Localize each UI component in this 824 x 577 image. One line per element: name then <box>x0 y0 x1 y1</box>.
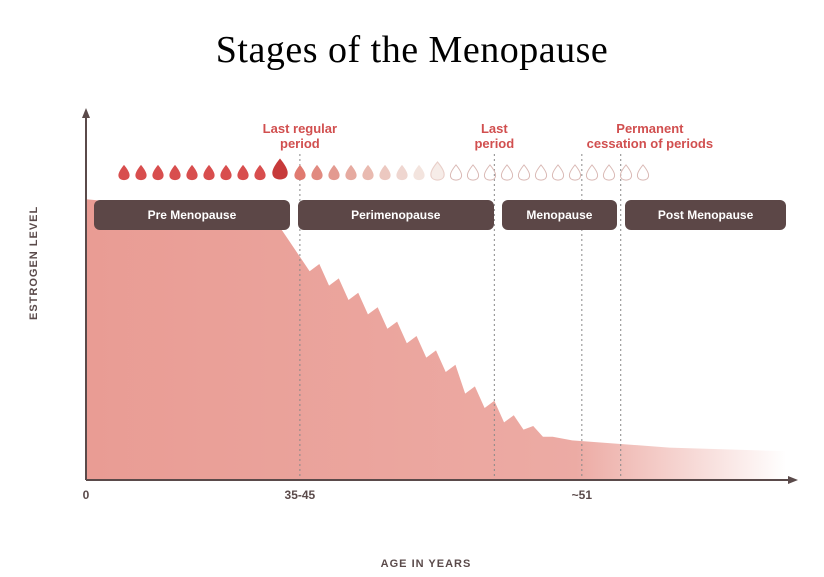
y-axis-label: ESTROGEN LEVEL <box>28 206 40 320</box>
x-tick-label: 35-45 <box>285 488 316 502</box>
period-drop-icon <box>235 163 251 182</box>
period-drop-icon <box>411 163 427 182</box>
period-drop-icon <box>309 163 325 182</box>
period-drop-icon <box>635 163 651 182</box>
page-title: Stages of the Menopause <box>0 0 824 72</box>
stage-badge: Pre Menopause <box>94 200 290 230</box>
x-tick-label: ~51 <box>572 488 592 502</box>
period-drop-icon <box>550 163 566 182</box>
annotation-label: Permanentcessation of periods <box>587 122 713 152</box>
period-drop-icon <box>482 163 498 182</box>
period-drop-icon <box>184 163 200 182</box>
x-tick-label: 0 <box>83 488 90 502</box>
period-drop-icon <box>533 163 549 182</box>
period-drop-icon <box>601 163 617 182</box>
stage-badge: Post Menopause <box>625 200 786 230</box>
period-drop-icon <box>292 163 308 182</box>
period-drop-icon <box>360 163 376 182</box>
period-drop-icon <box>343 163 359 182</box>
x-axis-label: AGE IN YEARS <box>56 558 796 570</box>
period-drop-icon <box>499 163 515 182</box>
period-drop-icon <box>326 163 342 182</box>
annotation-label: Last regularperiod <box>263 122 337 152</box>
period-drop-icon <box>133 163 149 182</box>
period-drop-icon <box>252 163 268 182</box>
stage-badge: Menopause <box>502 200 617 230</box>
period-drop-icon <box>394 163 410 182</box>
period-drop-icon <box>116 163 132 182</box>
period-drop-icon <box>516 163 532 182</box>
stage-badge: Perimenopause <box>298 200 494 230</box>
period-drop-icon <box>448 163 464 182</box>
period-drops-row <box>116 160 786 182</box>
period-drop-icon <box>465 163 481 182</box>
period-drop-icon <box>167 163 183 182</box>
annotation-label: Lastperiod <box>474 122 514 152</box>
period-drop-icon <box>584 163 600 182</box>
period-drop-icon <box>377 163 393 182</box>
stage-badges-row: Pre Menopause Perimenopause Menopause Post … <box>94 200 786 230</box>
period-drop-icon <box>269 156 291 182</box>
plot-area: Last regularperiod Lastperiod Permanentces… <box>86 120 786 480</box>
chart-container: ESTROGEN LEVEL Last regularperiodLastper… <box>56 120 796 540</box>
period-drop-icon <box>428 160 447 182</box>
period-drop-icon <box>618 163 634 182</box>
period-drop-icon <box>150 163 166 182</box>
period-drop-icon <box>567 163 583 182</box>
period-drop-icon <box>201 163 217 182</box>
period-drop-icon <box>218 163 234 182</box>
